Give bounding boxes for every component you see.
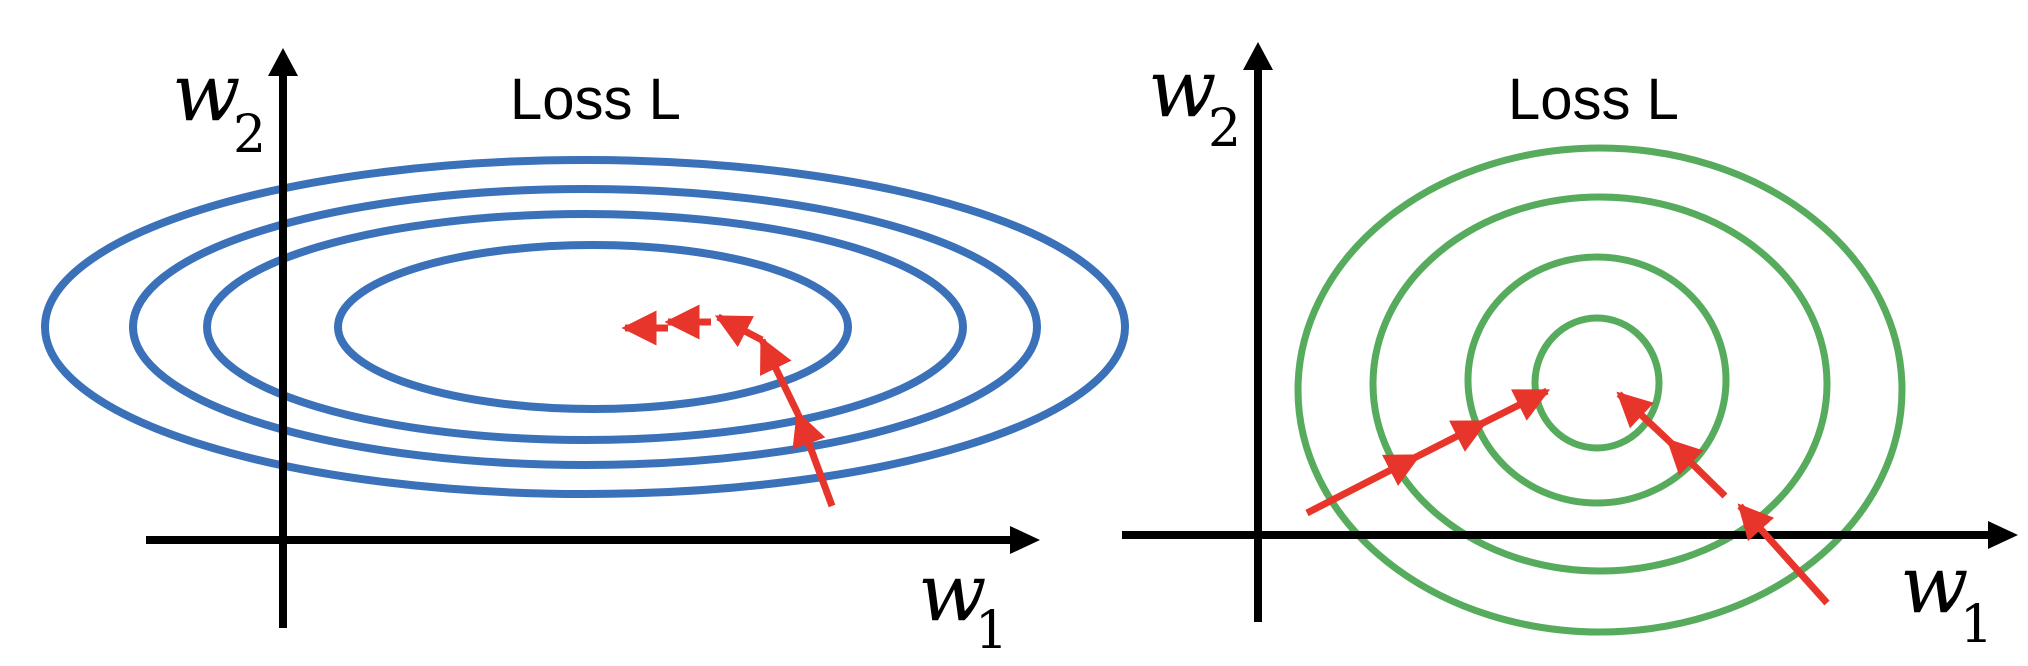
- left-x-axis-subscript: 1: [975, 601, 1008, 661]
- right-y-axis-subscript: 2: [1208, 99, 1241, 159]
- right-y-axis-arrowhead: [1243, 42, 1273, 70]
- left-x-axis-label: w 1: [918, 546, 1008, 661]
- right-x-axis-subscript: 1: [1960, 595, 1993, 655]
- left-y-axis-arrowhead: [268, 48, 298, 76]
- right-y-axis-symbol: w: [1148, 42, 1216, 135]
- left-y-axis-subscript: 2: [233, 105, 266, 165]
- left-contour-2: [203, 210, 967, 444]
- left-step-1: [792, 410, 836, 508]
- right-loss-title: Loss L: [1508, 67, 1679, 132]
- left-contour-3: [129, 185, 1041, 469]
- right-step-4: [1737, 503, 1830, 606]
- right-x-axis-label: w 1: [1900, 538, 1993, 655]
- right-contour-3: [1369, 193, 1831, 575]
- left-y-axis-symbol: w: [172, 46, 240, 139]
- right-step-3: [1483, 387, 1551, 426]
- right-axes: [1122, 42, 2018, 622]
- right-step-5: [1666, 438, 1728, 499]
- left-contours: [41, 156, 1129, 498]
- left-axes: [146, 48, 1040, 628]
- left-step-2: [758, 336, 802, 416]
- right-panel: Loss L w 2 w 1: [1122, 42, 2018, 655]
- right-x-axis-symbol: w: [1900, 538, 1968, 631]
- right-contours: [1294, 144, 1906, 636]
- left-step-3: [714, 313, 764, 348]
- right-y-axis-label: w 2: [1148, 42, 1241, 159]
- right-contour-4: [1294, 144, 1906, 636]
- right-gradient-steps: [1305, 387, 1830, 606]
- left-contour-4: [41, 156, 1129, 498]
- right-contour-1: [1531, 314, 1663, 452]
- right-step-2: [1416, 418, 1489, 460]
- left-x-axis-symbol: w: [918, 546, 986, 639]
- left-loss-title: Loss L: [510, 67, 681, 132]
- left-panel: Loss L w 2 w 1: [41, 46, 1129, 661]
- right-step-6: [1616, 391, 1672, 444]
- left-gradient-steps: [621, 304, 836, 508]
- left-x-axis-arrowhead: [1010, 526, 1040, 554]
- left-y-axis-label: w 2: [172, 46, 266, 165]
- right-contour-2: [1464, 253, 1730, 507]
- left-contour-1: [334, 241, 852, 413]
- right-step-1: [1305, 452, 1422, 517]
- right-x-axis-arrowhead: [1988, 521, 2018, 549]
